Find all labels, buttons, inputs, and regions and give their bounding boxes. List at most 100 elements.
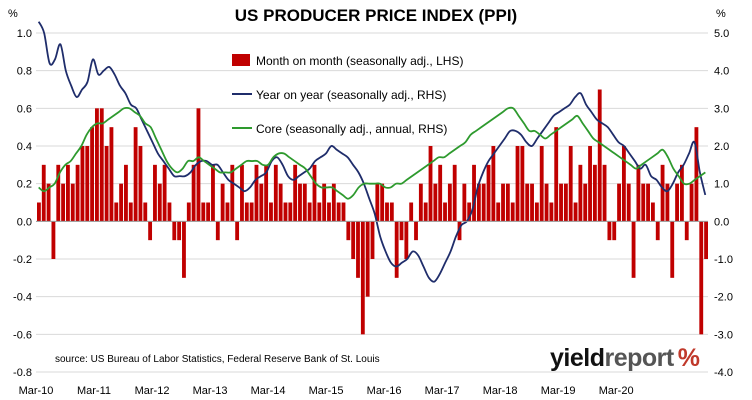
mom-bar bbox=[167, 202, 172, 222]
mom-bar bbox=[240, 164, 244, 222]
mom-bar bbox=[225, 202, 230, 222]
mom-bar bbox=[51, 221, 56, 259]
x-tick-label: Mar-18 bbox=[483, 385, 518, 397]
mom-bar bbox=[476, 183, 481, 222]
mom-bar bbox=[138, 146, 143, 222]
mom-bar bbox=[278, 183, 283, 222]
mom-bar bbox=[534, 202, 539, 222]
mom-bars bbox=[37, 89, 708, 335]
mom-bar bbox=[380, 183, 385, 222]
mom-bar bbox=[288, 202, 293, 222]
mom-bar bbox=[496, 202, 501, 222]
mom-bar bbox=[365, 221, 370, 297]
mom-bar bbox=[104, 146, 109, 222]
mom-bar bbox=[549, 202, 554, 222]
right-tick-label: 1.0 bbox=[714, 179, 729, 191]
x-tick-label: Mar-12 bbox=[135, 385, 170, 397]
source-note: source: US Bureau of Labor Statistics, F… bbox=[55, 354, 380, 365]
left-tick-label: 0.6 bbox=[17, 103, 32, 115]
mom-bar bbox=[201, 202, 206, 222]
mom-bar bbox=[244, 202, 249, 222]
mom-bar bbox=[327, 202, 331, 222]
mom-bar bbox=[583, 183, 588, 222]
left-tick-label: -0.6 bbox=[13, 329, 32, 341]
mom-bar bbox=[563, 183, 568, 222]
x-tick-label: Mar-19 bbox=[541, 385, 576, 397]
mom-bar bbox=[95, 108, 99, 222]
mom-bar bbox=[650, 202, 655, 222]
right-tick-label: -1.0 bbox=[714, 254, 733, 266]
mom-bar bbox=[588, 146, 592, 222]
mom-bar bbox=[70, 183, 75, 222]
mom-bar bbox=[220, 183, 225, 222]
right-tick-label: 0.0 bbox=[714, 216, 729, 228]
right-tick-label: 4.0 bbox=[714, 66, 729, 78]
chart-title: US PRODUCER PRICE INDEX (PPI) bbox=[234, 6, 518, 25]
mom-bar bbox=[85, 146, 90, 222]
mom-bar bbox=[293, 164, 298, 222]
mom-bar bbox=[172, 221, 177, 241]
mom-bar bbox=[37, 202, 41, 222]
mom-bar bbox=[356, 221, 360, 278]
mom-bar bbox=[602, 164, 607, 222]
mom-bar bbox=[211, 164, 215, 222]
mom-bar bbox=[119, 183, 124, 222]
legend: Month on month (seasonally adj., LHS) Yea… bbox=[232, 54, 463, 136]
mom-bar bbox=[447, 183, 452, 222]
mom-bar bbox=[539, 146, 544, 222]
right-tick-label: 2.0 bbox=[714, 141, 729, 153]
mom-bar bbox=[66, 164, 70, 222]
mom-bar bbox=[109, 127, 114, 222]
yoy-line bbox=[37, 21, 707, 283]
x-tick-label: Mar-16 bbox=[367, 385, 402, 397]
right-tick-label: -3.0 bbox=[714, 329, 733, 341]
mom-bar bbox=[636, 164, 641, 222]
mom-bar bbox=[617, 183, 621, 222]
mom-bar bbox=[215, 221, 220, 241]
mom-bar bbox=[389, 202, 394, 222]
x-tick-label: Mar-15 bbox=[309, 385, 344, 397]
legend-label: Year on year (seasonally adj., RHS) bbox=[256, 88, 446, 102]
mom-bar bbox=[457, 221, 462, 241]
mom-bar bbox=[578, 164, 583, 222]
mom-bar bbox=[428, 146, 433, 222]
mom-bar bbox=[660, 164, 665, 222]
legend-label: Month on month (seasonally adj., LHS) bbox=[256, 54, 463, 68]
mom-bar bbox=[423, 202, 428, 222]
mom-bar bbox=[336, 202, 341, 222]
mom-bar bbox=[515, 146, 520, 222]
mom-bar bbox=[283, 202, 288, 222]
mom-bar bbox=[312, 164, 317, 222]
left-tick-label: 1.0 bbox=[17, 28, 32, 40]
mom-bar bbox=[626, 183, 631, 222]
mom-bar bbox=[684, 221, 689, 241]
mom-bar bbox=[157, 183, 162, 222]
mom-bar bbox=[699, 221, 704, 335]
x-tick-label: Mar-13 bbox=[193, 385, 228, 397]
mom-bar bbox=[675, 183, 679, 222]
mom-bar bbox=[307, 202, 312, 222]
legend-label: Core (seasonally adj., annual, RHS) bbox=[256, 122, 447, 136]
mom-bar bbox=[530, 183, 534, 222]
right-tick-label: 5.0 bbox=[714, 28, 729, 40]
mom-bar bbox=[269, 202, 273, 222]
mom-bar bbox=[298, 183, 302, 222]
mom-bar bbox=[520, 146, 525, 222]
mom-bar bbox=[452, 164, 457, 222]
left-axis-unit: % bbox=[8, 8, 18, 20]
lines bbox=[37, 21, 707, 283]
mom-bar bbox=[655, 221, 660, 241]
mom-bar bbox=[462, 183, 467, 222]
mom-bar bbox=[254, 164, 259, 222]
mom-bar bbox=[124, 164, 128, 222]
mom-bar bbox=[191, 164, 196, 222]
mom-bar bbox=[409, 202, 414, 222]
mom-bar bbox=[612, 221, 617, 241]
mom-bar bbox=[481, 183, 486, 222]
mom-bar bbox=[491, 146, 496, 222]
mom-bar bbox=[133, 127, 138, 222]
right-axis-unit: % bbox=[716, 8, 726, 20]
mom-bar bbox=[385, 202, 389, 222]
mom-bar bbox=[592, 164, 597, 222]
